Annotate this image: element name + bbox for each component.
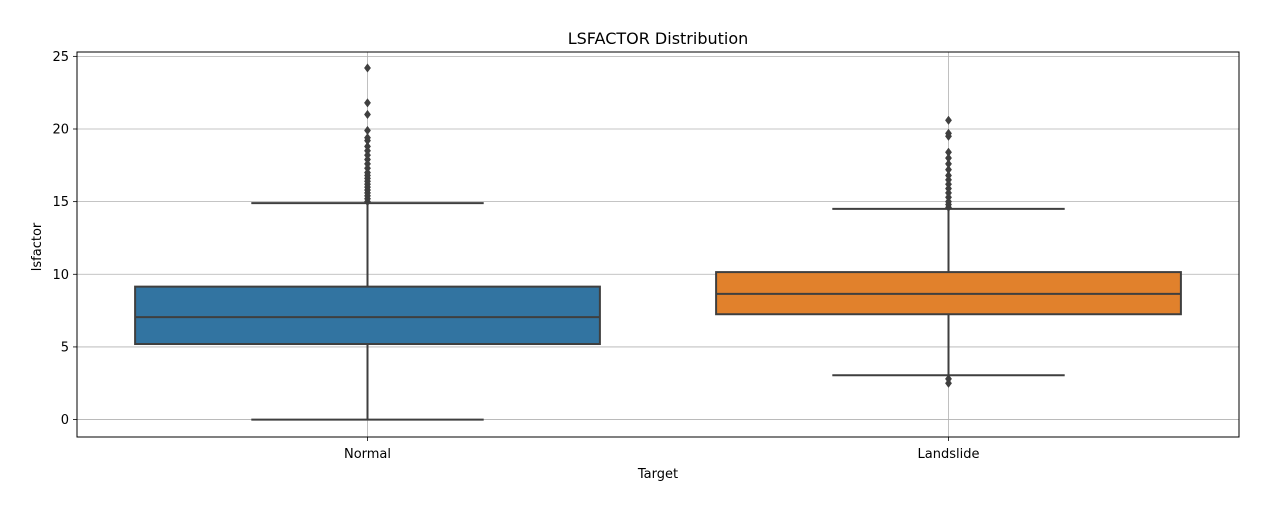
- plot-frame: [76, 51, 1240, 438]
- outlier-point: [364, 98, 371, 108]
- outlier-point: [945, 170, 952, 181]
- outlier-point: [945, 115, 952, 125]
- grid-layer: [77, 52, 1239, 437]
- box-iqr: [134, 285, 601, 346]
- x-axis-label: Target: [637, 467, 678, 482]
- y-tick-label: 0: [61, 413, 69, 428]
- outlier-point: [945, 128, 952, 138]
- outlier-point: [945, 374, 952, 384]
- outlier-point: [945, 153, 952, 163]
- outlier-point: [945, 147, 952, 157]
- box-landslide: [715, 115, 1182, 388]
- outlier-point: [364, 133, 371, 143]
- chart-title: LSFACTOR Distribution: [568, 29, 749, 48]
- box-normal: [134, 63, 601, 421]
- y-tick-label: 20: [52, 123, 69, 138]
- outlier-point: [364, 141, 371, 152]
- axis-layer: 0 5 10 15 20 25 Normal Landslide: [52, 50, 979, 462]
- x-tick-label: Normal: [344, 447, 391, 462]
- outlier-point: [945, 165, 952, 175]
- y-tick-label: 25: [52, 50, 69, 65]
- x-tick-label: Landslide: [918, 447, 980, 462]
- outlier-point: [945, 159, 952, 169]
- y-tick-label: 10: [52, 268, 69, 283]
- y-axis-label: lsfactor: [30, 222, 45, 271]
- outlier-point: [364, 109, 371, 120]
- y-tick-label: 5: [61, 340, 69, 355]
- box-layer: [134, 63, 1182, 421]
- outlier-point: [364, 125, 371, 136]
- y-tick-label: 15: [52, 195, 69, 210]
- outlier-point: [364, 63, 371, 73]
